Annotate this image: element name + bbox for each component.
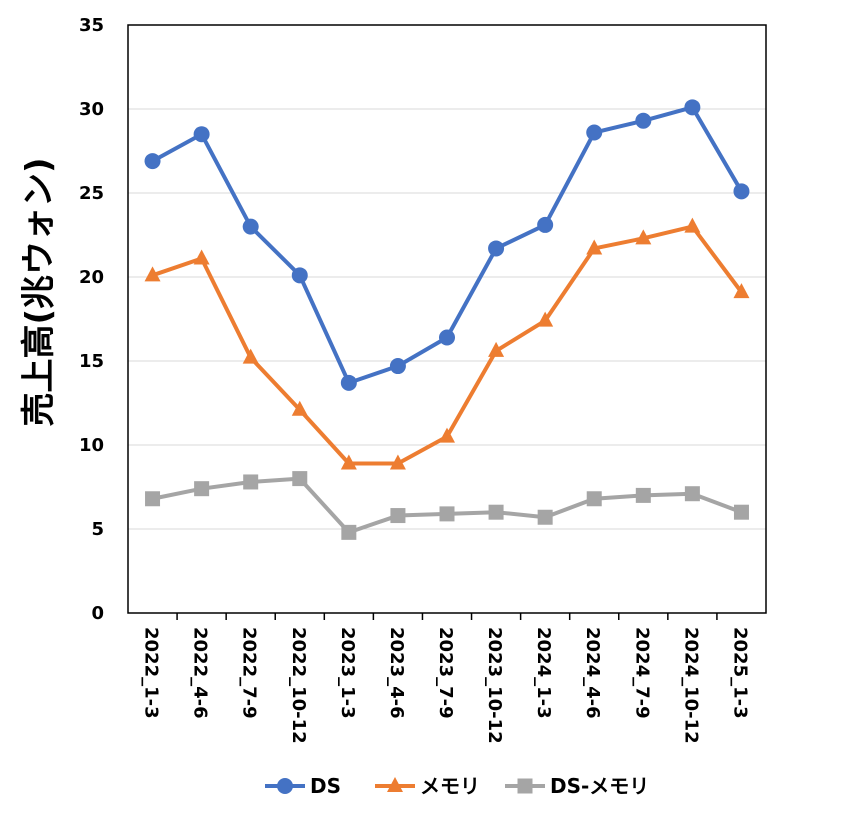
data-point <box>635 112 652 129</box>
legend-label: メモリ <box>420 774 480 798</box>
y-tick-label: 0 <box>91 603 104 624</box>
series-3 <box>145 471 749 540</box>
y-tick-label: 30 <box>79 99 104 120</box>
legend-item: DS-メモリ <box>505 774 649 798</box>
data-point <box>389 358 406 375</box>
data-point <box>340 374 357 391</box>
series-1 <box>144 99 750 391</box>
data-point <box>144 153 161 170</box>
y-tick-label: 5 <box>91 519 104 540</box>
y-tick-label: 20 <box>79 267 104 288</box>
data-point <box>635 229 652 245</box>
y-tick-label: 25 <box>79 183 104 204</box>
x-tick-label: 2025_1-3 <box>729 627 750 719</box>
x-tick-label: 2023_1-3 <box>337 627 358 719</box>
data-point <box>390 508 406 524</box>
gridlines <box>128 24 766 530</box>
data-point <box>194 481 210 497</box>
y-tick-labels: 0 5 10 15 20 25 30 35 <box>79 15 104 624</box>
series-lines <box>144 99 750 540</box>
data-point <box>193 126 210 143</box>
y-tick-label: 35 <box>79 15 104 36</box>
data-point <box>242 348 259 364</box>
data-point <box>439 427 455 443</box>
data-point <box>291 400 308 416</box>
data-point <box>193 249 210 265</box>
data-point <box>243 474 259 490</box>
x-tick-labels: 2022_1-3 2022_4-6 2022_7-9 2022_10-12 2023_1… <box>141 627 751 744</box>
x-tick-label: 2024_1-3 <box>533 627 554 719</box>
data-point <box>439 329 455 346</box>
data-point <box>242 218 259 235</box>
x-tick-label: 2022_4-6 <box>190 627 211 719</box>
data-point <box>145 491 161 507</box>
x-tick-label: 2024_10-12 <box>680 627 701 744</box>
data-point <box>684 486 700 502</box>
data-point <box>586 124 603 141</box>
legend-marker <box>277 778 293 794</box>
x-tick-label: 2023_7-9 <box>435 627 456 719</box>
x-tick-label: 2022_7-9 <box>239 627 260 719</box>
data-point <box>586 491 602 507</box>
data-point <box>537 311 554 327</box>
data-point <box>439 506 455 522</box>
data-point <box>684 99 701 116</box>
data-point <box>341 524 357 540</box>
data-point <box>537 509 553 525</box>
legend-item: DS <box>265 774 341 798</box>
legend-item: メモリ <box>375 774 480 798</box>
data-point <box>488 504 504 520</box>
data-point <box>733 183 750 200</box>
x-tick-label: 2022_1-3 <box>141 627 162 719</box>
series-2 <box>144 217 750 470</box>
legend-label: DS <box>310 774 341 798</box>
x-tick-label: 2024_4-6 <box>582 627 603 719</box>
data-point <box>537 216 554 233</box>
data-point <box>291 267 308 284</box>
data-point <box>635 487 651 503</box>
data-point <box>586 239 603 255</box>
data-point <box>684 217 701 233</box>
data-point <box>488 240 505 257</box>
legend: DS メモリ DS-メモリ <box>265 774 649 798</box>
series-line <box>152 476 743 535</box>
x-tick-label: 2024_7-9 <box>631 627 652 719</box>
axes <box>127 24 767 620</box>
plot-area-border <box>127 24 767 614</box>
y-tick-label: 15 <box>79 351 104 372</box>
data-point <box>292 471 308 487</box>
data-point <box>340 454 357 470</box>
y-tick-label: 10 <box>79 435 104 456</box>
legend-label: DS-メモリ <box>550 774 649 798</box>
data-point <box>488 341 505 357</box>
legend-marker <box>517 778 533 794</box>
data-point <box>733 283 750 299</box>
x-tick-label: 2022_10-12 <box>288 627 309 744</box>
data-point <box>389 454 406 470</box>
data-point <box>733 504 749 520</box>
legend-marker <box>387 777 403 792</box>
y-axis-title: 売上高(兆ウォン) <box>19 157 59 426</box>
x-tick-label: 2023_4-6 <box>386 627 407 719</box>
x-tick-label: 2023_10-12 <box>484 627 505 744</box>
data-point <box>144 266 161 282</box>
